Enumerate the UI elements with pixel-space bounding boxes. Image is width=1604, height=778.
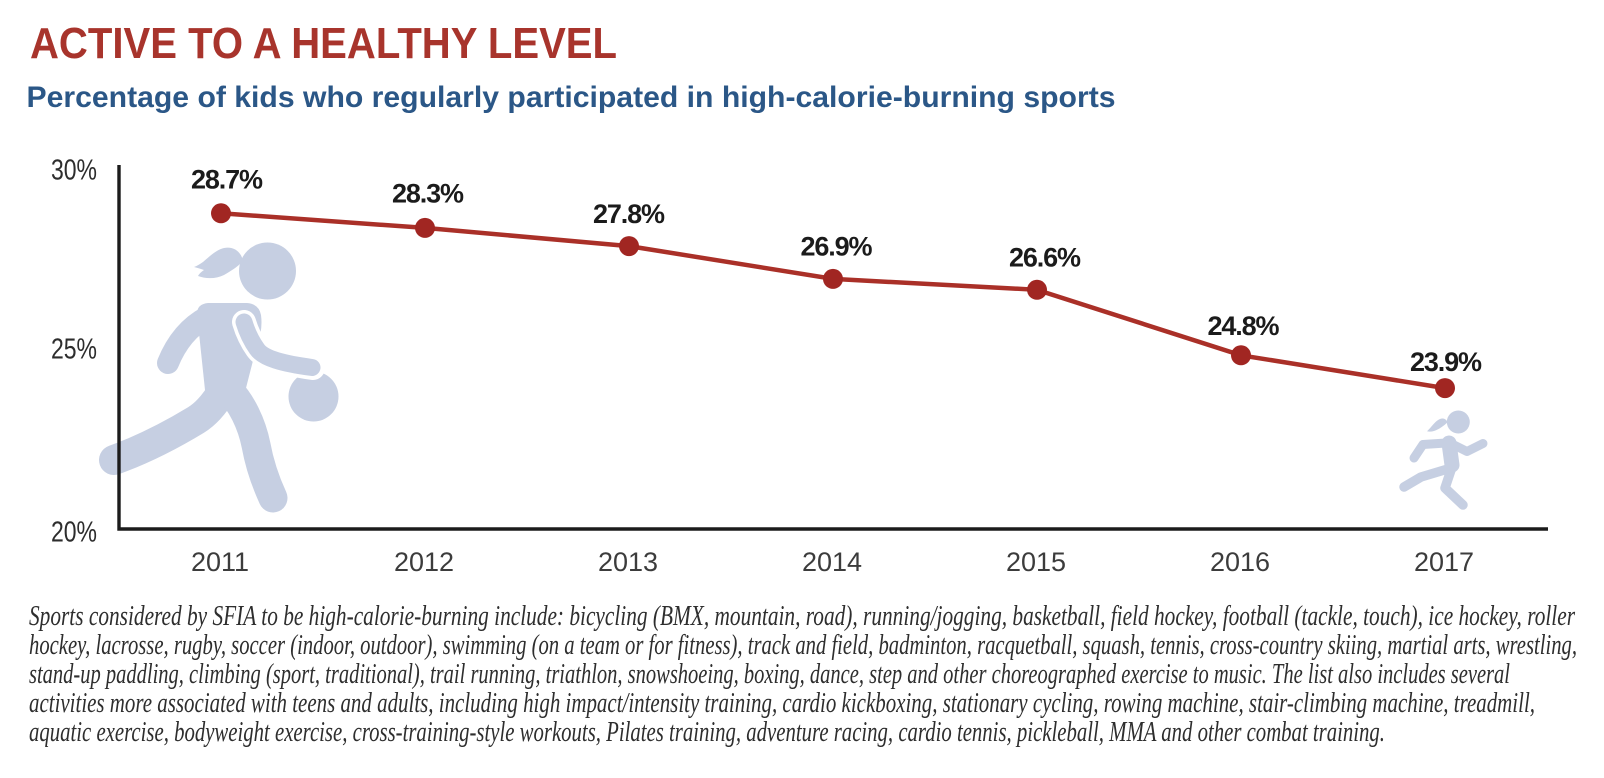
svg-text:26.6%: 26.6% <box>1009 243 1081 273</box>
svg-text:26.9%: 26.9% <box>801 232 873 262</box>
svg-text:Percentage of kids who regular: Percentage of kids who regularly partici… <box>27 81 1116 114</box>
svg-text:23.9%: 23.9% <box>1410 347 1482 377</box>
svg-text:30%: 30% <box>51 155 97 187</box>
svg-text:2015: 2015 <box>1006 547 1066 577</box>
svg-text:2017: 2017 <box>1414 547 1474 577</box>
svg-text:20%: 20% <box>51 517 97 549</box>
svg-text:27.8%: 27.8% <box>593 199 665 229</box>
svg-text:28.7%: 28.7% <box>191 165 263 195</box>
svg-text:28.3%: 28.3% <box>392 179 464 209</box>
svg-text:activities more associated wit: activities more associated with teens an… <box>29 688 1535 719</box>
svg-text:aquatic exercise, bodyweight e: aquatic exercise, bodyweight exercise, c… <box>29 717 1385 748</box>
svg-text:2014: 2014 <box>802 547 862 577</box>
svg-text:2013: 2013 <box>598 547 658 577</box>
svg-text:stand-up paddling, climbing (s: stand-up paddling, climbing (sport, trad… <box>29 659 1510 690</box>
svg-text:2011: 2011 <box>191 547 249 577</box>
svg-text:2016: 2016 <box>1210 547 1270 577</box>
svg-text:ACTIVE TO A HEALTHY LEVEL: ACTIVE TO A HEALTHY LEVEL <box>30 19 617 68</box>
svg-text:24.8%: 24.8% <box>1208 311 1280 341</box>
svg-text:hockey, lacrosse, rugby, socce: hockey, lacrosse, rugby, soccer (indoor,… <box>29 630 1577 661</box>
svg-text:Sports considered by SFIA to b: Sports considered by SFIA to be high-cal… <box>29 601 1575 632</box>
svg-text:2012: 2012 <box>394 547 454 577</box>
svg-text:25%: 25% <box>51 334 97 366</box>
